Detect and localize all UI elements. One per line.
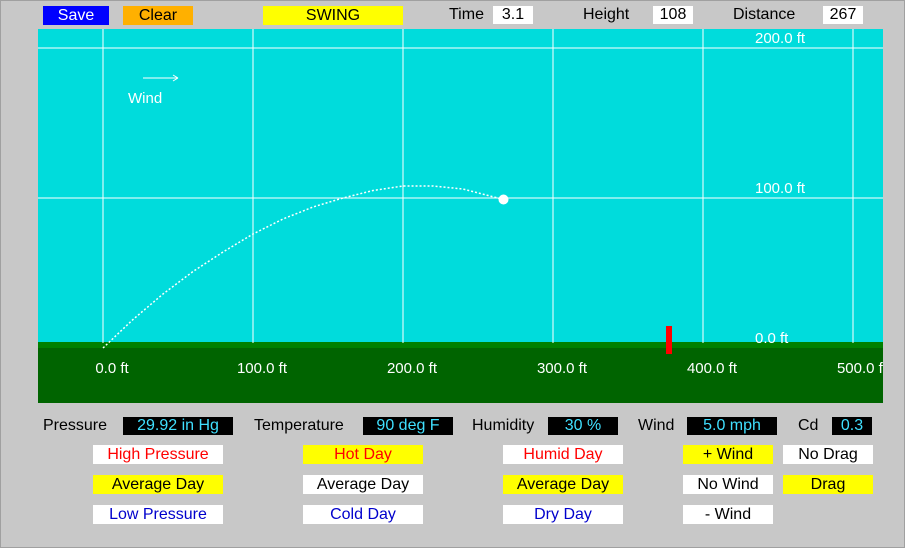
preset-button[interactable]: Average Day [503, 475, 623, 494]
save-button[interactable]: Save [43, 6, 109, 25]
wind-label: Wind [128, 90, 162, 107]
height-label: Height [583, 6, 630, 23]
ball [498, 194, 509, 205]
preset-button[interactable]: Cold Day [303, 505, 423, 524]
time-value: 3.1 [493, 6, 533, 24]
condition-label: Humidity [472, 417, 535, 434]
condition-value: 30 % [548, 417, 618, 435]
y-tick-label: 200.0 ft [755, 30, 806, 47]
x-tick-label: 300.0 ft [537, 360, 588, 377]
preset-button[interactable]: Average Day [303, 475, 423, 494]
condition-value: 90 deg F [363, 417, 453, 435]
preset-button[interactable]: + Wind [683, 445, 773, 464]
preset-button[interactable]: Drag [783, 475, 873, 494]
y-tick-label: 0.0 ft [755, 330, 789, 347]
condition-label: Pressure [43, 417, 108, 434]
preset-button[interactable]: Hot Day [303, 445, 423, 464]
preset-button[interactable]: Low Pressure [93, 505, 223, 524]
preset-button[interactable]: Dry Day [503, 505, 623, 524]
distance-label: Distance [733, 6, 796, 23]
fence-marker [666, 326, 672, 354]
preset-button[interactable]: High Pressure [93, 445, 223, 464]
time-label: Time [449, 6, 484, 23]
ground-edge [38, 342, 883, 348]
x-tick-label: 400.0 ft [687, 360, 738, 377]
condition-value: 5.0 mph [687, 417, 777, 435]
x-tick-label: 200.0 ft [387, 360, 438, 377]
x-tick-label: 0.0 ft [95, 360, 129, 377]
condition-label: Wind [638, 417, 675, 434]
condition-value: 0.3 [832, 417, 872, 435]
preset-button[interactable]: - Wind [683, 505, 773, 524]
distance-value: 267 [823, 6, 863, 24]
ground [38, 343, 883, 403]
trajectory [102, 185, 504, 349]
swing-button[interactable]: SWING [263, 6, 403, 25]
sky [38, 29, 883, 343]
x-tick-label: 500.0 ft [837, 360, 883, 377]
preset-button[interactable]: Humid Day [503, 445, 623, 464]
clear-button[interactable]: Clear [123, 6, 193, 25]
condition-value: 29.92 in Hg [123, 417, 233, 435]
height-value: 108 [653, 6, 693, 24]
wind-arrowhead [172, 74, 179, 82]
x-tick-label: 100.0 ft [237, 360, 288, 377]
preset-button[interactable]: No Wind [683, 475, 773, 494]
condition-label: Cd [798, 417, 819, 434]
y-tick-label: 100.0 ft [755, 180, 806, 197]
field: Wind 0.0 ft 100.0 ft 200.0 ft 300.0 ft 400.0… [38, 29, 883, 403]
preset-button[interactable]: Average Day [93, 475, 223, 494]
preset-button[interactable]: No Drag [783, 445, 873, 464]
condition-label: Temperature [254, 417, 344, 434]
